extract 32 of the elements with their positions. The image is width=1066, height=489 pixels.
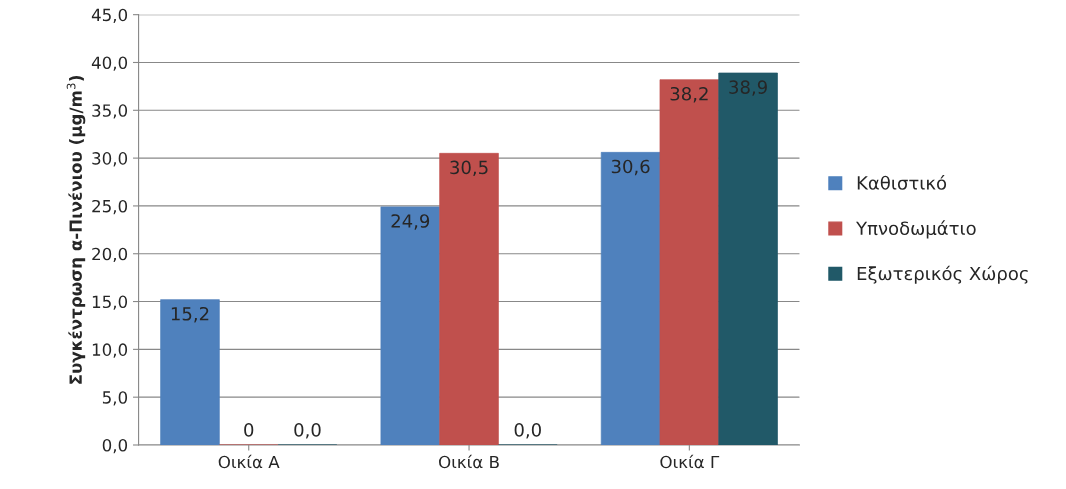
data-label: 30,5 [450,160,488,177]
y-tick-label: 5,0 [102,391,128,406]
data-label: 38,2 [670,86,708,103]
bar [600,152,661,445]
data-label: 24,9 [391,214,430,230]
bar [659,79,720,445]
x-tick-label: Οικία Α [218,454,280,469]
data-label: 0,0 [294,423,321,439]
data-label: 38,9 [729,80,767,96]
x-tick-label: Οικία Γ [660,454,720,469]
bar [718,72,778,445]
y-tick-label: 30,0 [92,152,128,167]
legend-label: Υπνοδωμάτιο [856,220,976,239]
bar [439,152,499,445]
legend-label: Εξωτερικός Χώρος [857,265,1028,284]
y-tick-label: 15,0 [92,295,128,310]
legend-label: Καθιστικό [857,175,947,190]
x-tick-label: Οικία Β [439,454,499,469]
y-tick-label: 25,0 [92,199,128,215]
y-tick-label: 40,0 [91,56,128,71]
y-tick-label: 0,0 [102,438,128,454]
y-tick-label: 35,0 [92,104,128,119]
bar [380,206,441,445]
y-axis-title: Συγκέντρωση α-Πινένιου (μg/m$^{3}$) [66,75,86,384]
data-label: 0,0 [514,423,541,439]
y-tick-label: 10,0 [92,343,128,358]
data-label: 15,2 [171,306,209,323]
data-label: 0 [244,423,254,437]
bar [160,299,220,445]
data-label: 30,6 [611,159,650,176]
y-tick-label: 20,0 [92,247,128,263]
y-tick-label: 45,0 [91,8,128,23]
